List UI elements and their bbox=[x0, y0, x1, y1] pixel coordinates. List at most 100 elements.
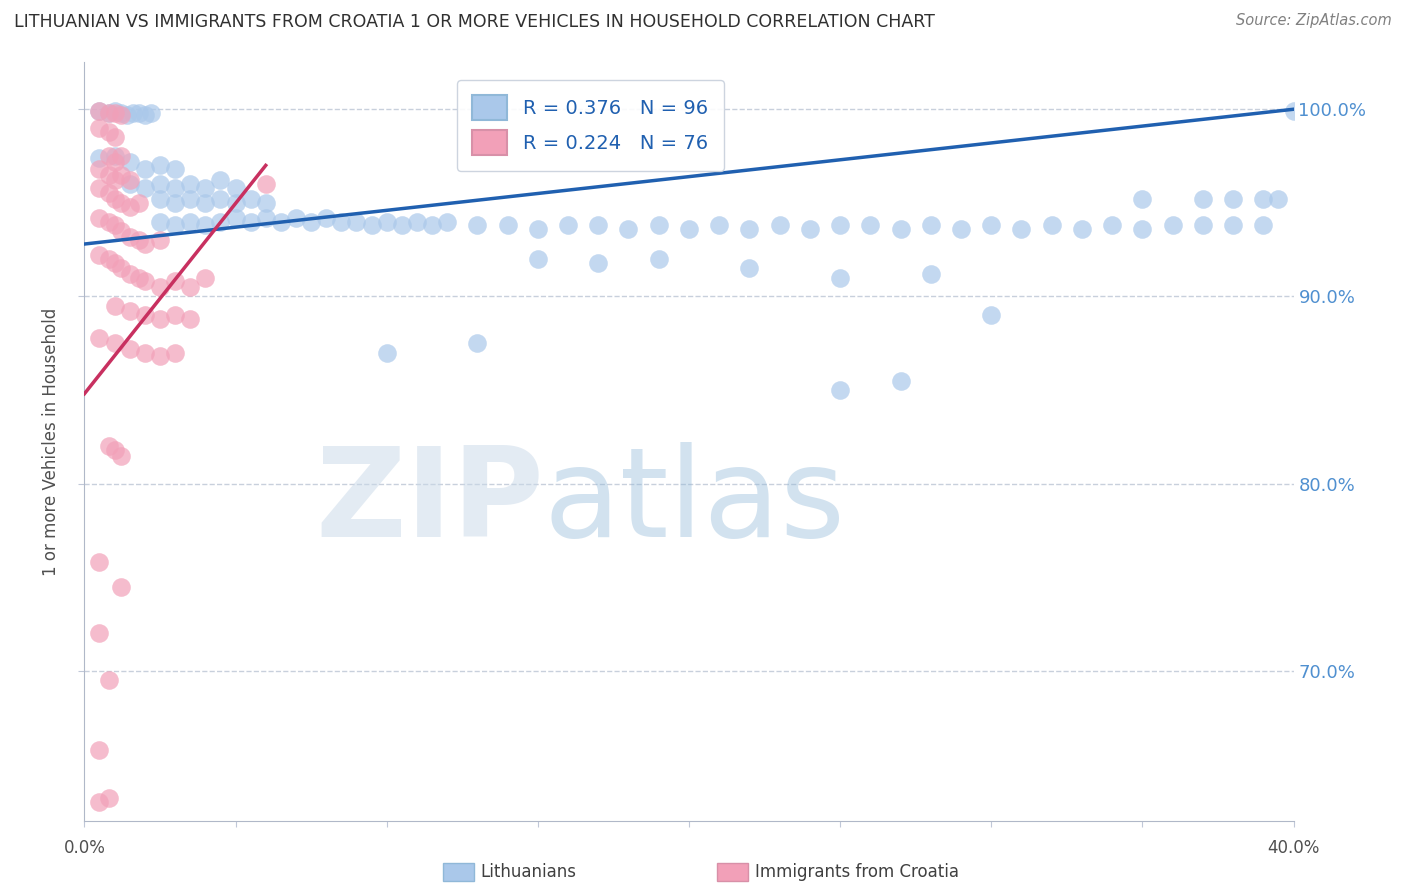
Point bbox=[225, 195, 247, 210]
Point bbox=[890, 374, 912, 388]
Point bbox=[375, 345, 398, 359]
Point bbox=[110, 580, 132, 594]
Point bbox=[128, 106, 150, 120]
Point bbox=[1161, 219, 1184, 233]
Point bbox=[149, 177, 172, 191]
Point bbox=[209, 173, 232, 187]
Point bbox=[209, 192, 232, 206]
Point bbox=[104, 219, 127, 233]
Point bbox=[104, 106, 127, 120]
Point bbox=[890, 222, 912, 236]
Point bbox=[149, 158, 172, 172]
Point bbox=[1192, 192, 1215, 206]
Point bbox=[406, 214, 429, 228]
Point bbox=[89, 162, 111, 177]
Point bbox=[436, 214, 458, 228]
Point bbox=[104, 299, 127, 313]
Point bbox=[97, 252, 120, 266]
Point bbox=[799, 222, 821, 236]
Point bbox=[980, 219, 1002, 233]
Point bbox=[97, 439, 120, 453]
Point bbox=[346, 214, 368, 228]
Point bbox=[1192, 219, 1215, 233]
Point bbox=[104, 130, 127, 145]
Point bbox=[179, 214, 201, 228]
Point bbox=[118, 154, 141, 169]
Point bbox=[165, 181, 187, 195]
Point bbox=[165, 275, 187, 289]
Point bbox=[285, 211, 308, 225]
Point bbox=[134, 345, 156, 359]
Text: ZIP: ZIP bbox=[315, 442, 544, 563]
Point bbox=[179, 192, 201, 206]
Point bbox=[149, 214, 172, 228]
Point bbox=[209, 214, 232, 228]
Text: LITHUANIAN VS IMMIGRANTS FROM CROATIA 1 OR MORE VEHICLES IN HOUSEHOLD CORRELATIO: LITHUANIAN VS IMMIGRANTS FROM CROATIA 1 … bbox=[14, 13, 935, 31]
Point bbox=[830, 383, 852, 397]
Point bbox=[391, 219, 413, 233]
Point bbox=[121, 106, 143, 120]
Point bbox=[980, 308, 1002, 322]
Point bbox=[1253, 219, 1275, 233]
Point bbox=[134, 275, 156, 289]
Point bbox=[194, 181, 217, 195]
Point bbox=[527, 222, 550, 236]
Point bbox=[97, 791, 120, 805]
Point bbox=[496, 219, 519, 233]
Point bbox=[527, 252, 550, 266]
Point bbox=[270, 214, 292, 228]
Point bbox=[738, 261, 761, 276]
Point bbox=[97, 149, 120, 163]
Point bbox=[769, 219, 792, 233]
Text: Lithuanians: Lithuanians bbox=[481, 863, 576, 881]
Point bbox=[557, 219, 579, 233]
Point bbox=[254, 211, 277, 225]
Point bbox=[467, 219, 489, 233]
Text: 0.0%: 0.0% bbox=[63, 839, 105, 857]
Point bbox=[194, 195, 217, 210]
Point bbox=[330, 214, 353, 228]
Point bbox=[110, 108, 132, 122]
Point bbox=[920, 267, 942, 281]
Point bbox=[165, 162, 187, 177]
Point bbox=[179, 312, 201, 326]
Point bbox=[89, 104, 111, 119]
Point bbox=[115, 108, 138, 122]
Point bbox=[1282, 104, 1305, 119]
Point bbox=[97, 673, 120, 688]
Point bbox=[254, 195, 277, 210]
Point bbox=[104, 149, 127, 163]
Point bbox=[678, 222, 700, 236]
Point bbox=[1011, 222, 1033, 236]
Point bbox=[149, 233, 172, 247]
Point bbox=[128, 195, 150, 210]
Point bbox=[104, 154, 127, 169]
Point bbox=[239, 192, 262, 206]
Point bbox=[110, 195, 132, 210]
Point bbox=[89, 248, 111, 262]
Point bbox=[1101, 219, 1123, 233]
Point bbox=[1130, 192, 1153, 206]
Point bbox=[709, 219, 731, 233]
Point bbox=[104, 192, 127, 206]
Point bbox=[139, 106, 162, 120]
Point bbox=[375, 214, 398, 228]
Text: 40.0%: 40.0% bbox=[1267, 839, 1320, 857]
Point bbox=[149, 192, 172, 206]
Point bbox=[165, 195, 187, 210]
Point bbox=[128, 233, 150, 247]
Point bbox=[617, 222, 640, 236]
Point bbox=[588, 219, 610, 233]
Point bbox=[89, 211, 111, 225]
Point bbox=[830, 219, 852, 233]
Point bbox=[110, 224, 132, 238]
Point bbox=[134, 237, 156, 252]
Point bbox=[118, 304, 141, 318]
Point bbox=[738, 222, 761, 236]
Point bbox=[118, 342, 141, 356]
Point bbox=[104, 173, 127, 187]
Point bbox=[1040, 219, 1063, 233]
Point bbox=[648, 219, 671, 233]
Point bbox=[104, 336, 127, 351]
Point bbox=[89, 555, 111, 569]
